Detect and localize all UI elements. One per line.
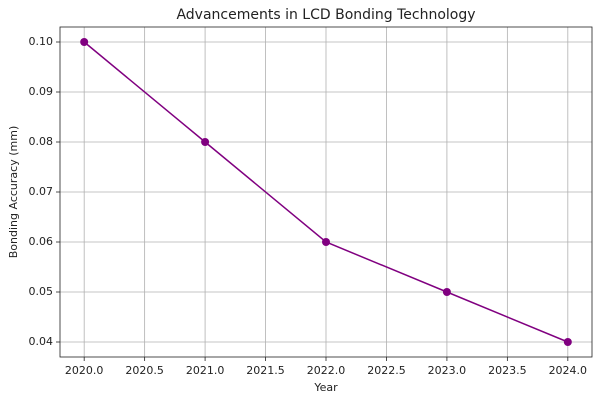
x-tick-label: 2022.0: [307, 364, 346, 377]
y-tick-label: 0.04: [29, 335, 54, 348]
data-point: [442, 288, 451, 296]
x-tick-label: 2024.0: [549, 364, 588, 377]
x-tick-label: 2021.0: [186, 364, 225, 377]
x-tick-label: 2022.5: [367, 364, 406, 377]
y-tick-label: 0.06: [29, 235, 54, 248]
y-tick-label: 0.05: [29, 285, 54, 298]
x-tick-label: 2023.0: [428, 364, 467, 377]
y-tick-label: 0.08: [29, 135, 54, 148]
data-point: [80, 38, 89, 46]
data-point: [201, 138, 210, 146]
x-axis-label: Year: [313, 381, 338, 394]
plot-frame: [59, 26, 593, 358]
x-tick-label: 2021.5: [246, 364, 285, 377]
y-axis-label: Bonding Accuracy (mm): [7, 126, 20, 258]
y-tick-label: 0.07: [29, 185, 54, 198]
data-point: [563, 338, 572, 346]
x-tick-label: 2020.5: [125, 364, 164, 377]
y-tick-label: 0.10: [29, 35, 54, 48]
x-tick-label: 2020.0: [65, 364, 104, 377]
y-tick-label: 0.09: [29, 85, 54, 98]
x-tick-label: 2023.5: [488, 364, 527, 377]
data-point: [322, 238, 330, 246]
chart-title: Advancements in LCD Bonding Technology: [176, 7, 475, 23]
